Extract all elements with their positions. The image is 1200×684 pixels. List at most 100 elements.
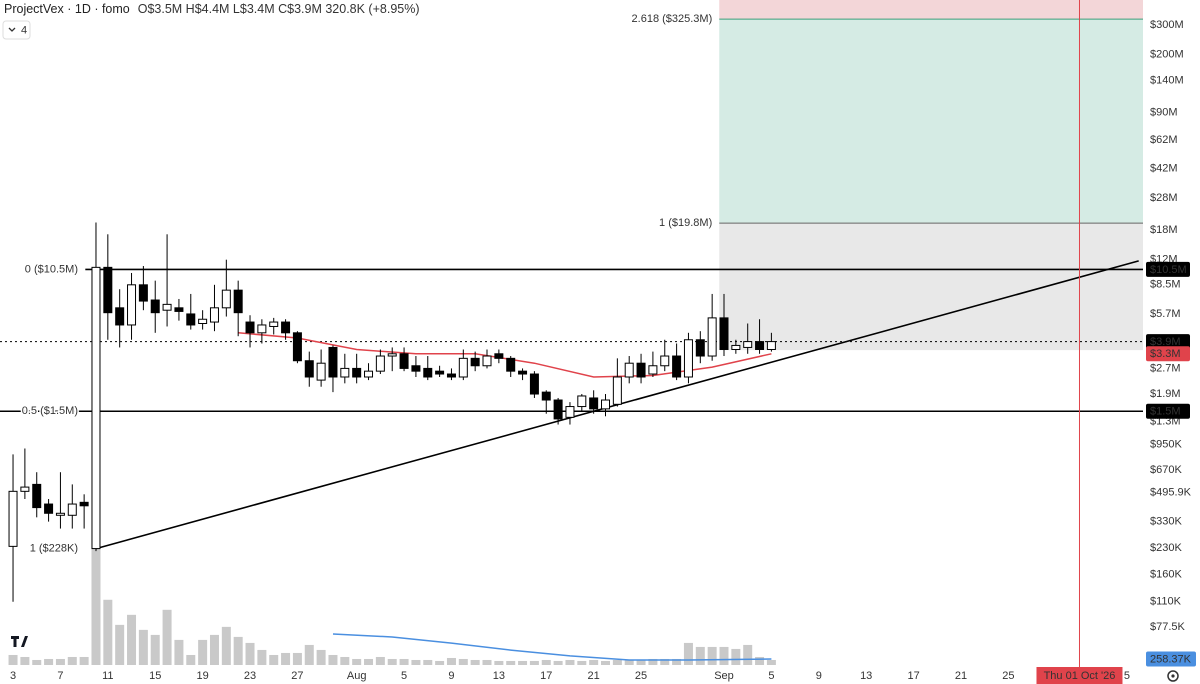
x-tick-label: 13 bbox=[493, 670, 505, 682]
volume-bar bbox=[245, 642, 255, 665]
candle-body bbox=[529, 373, 539, 395]
y-tick-label: $200M bbox=[1150, 49, 1184, 61]
volume-bar bbox=[624, 659, 634, 665]
price-tag: $495.9K bbox=[1150, 486, 1192, 498]
volume-bar bbox=[67, 656, 77, 665]
x-tick-label: 5 bbox=[768, 670, 774, 682]
candle-body bbox=[103, 266, 113, 314]
x-tick-label: 27 bbox=[291, 670, 303, 682]
candle-body bbox=[281, 321, 291, 334]
candle-body bbox=[79, 501, 89, 507]
candle-body bbox=[553, 399, 563, 420]
x-tick-label: 25 bbox=[635, 670, 647, 682]
volume-bar bbox=[719, 646, 729, 665]
volume-bar bbox=[577, 660, 587, 665]
volume-bar bbox=[601, 660, 611, 665]
fib-label: 1 ($19.8M) bbox=[659, 217, 712, 229]
candle-body bbox=[245, 321, 255, 334]
candle-body bbox=[20, 486, 30, 492]
volume-bar bbox=[612, 659, 622, 665]
y-tick-label: $90M bbox=[1150, 107, 1178, 119]
x-tick-label: 3 bbox=[10, 670, 16, 682]
volume-bar bbox=[375, 656, 385, 665]
indicator-toggle[interactable]: 4 bbox=[2, 20, 31, 40]
volume-bar bbox=[127, 614, 137, 665]
y-tick-label: $8.5M bbox=[1150, 279, 1181, 291]
candle-body bbox=[269, 321, 279, 327]
volume-bar bbox=[636, 659, 646, 665]
volume-bar bbox=[423, 659, 433, 665]
volume-bar bbox=[233, 636, 243, 665]
volume-bar bbox=[292, 652, 302, 665]
y-tick-label: $42M bbox=[1150, 162, 1178, 174]
volume-bar bbox=[553, 660, 563, 665]
candle-body bbox=[67, 503, 77, 516]
candle-body bbox=[458, 357, 468, 378]
y-tick-label: $77.5K bbox=[1150, 621, 1186, 633]
x-tick-label: 13 bbox=[860, 670, 872, 682]
volume-bar bbox=[115, 624, 125, 665]
candle-body bbox=[138, 284, 148, 302]
candle-body bbox=[731, 344, 741, 350]
volume-bar bbox=[221, 626, 231, 665]
fib-label: 0.5 ($1.5M) bbox=[22, 405, 78, 417]
volume-bar bbox=[316, 649, 326, 665]
candle-body bbox=[352, 367, 362, 378]
candle-body bbox=[518, 370, 528, 375]
volume-bar bbox=[755, 656, 765, 665]
volume-bar bbox=[529, 660, 539, 665]
candle-body bbox=[127, 284, 137, 326]
candle-body bbox=[221, 289, 231, 309]
candle-body bbox=[648, 365, 658, 375]
volume-bar bbox=[340, 656, 350, 665]
candle-body bbox=[174, 307, 184, 312]
candle-body bbox=[435, 370, 445, 375]
volume-bar bbox=[328, 654, 338, 665]
x-tick-label: 5 bbox=[401, 670, 407, 682]
indicator-box[interactable] bbox=[2, 20, 31, 40]
candle-body bbox=[399, 353, 409, 369]
candle-body bbox=[209, 307, 219, 323]
volume-bar bbox=[32, 659, 42, 665]
candle-body bbox=[577, 395, 587, 408]
price-tag-bg bbox=[1146, 346, 1190, 362]
fib-zone bbox=[719, 19, 1143, 224]
moving-average bbox=[238, 332, 772, 378]
volume-bar bbox=[103, 599, 113, 665]
settings-icon[interactable] bbox=[1167, 670, 1179, 682]
y-tick-label: $160K bbox=[1150, 568, 1182, 580]
candle-body bbox=[364, 370, 374, 378]
volume-bar bbox=[44, 658, 54, 665]
volume-bar bbox=[174, 639, 184, 665]
volume-bar bbox=[186, 654, 196, 665]
candle-body bbox=[719, 317, 729, 350]
candle-body bbox=[233, 289, 243, 314]
volume-bar bbox=[387, 658, 397, 665]
volume-bar bbox=[79, 656, 89, 665]
candle-body bbox=[257, 324, 267, 334]
volume-bar bbox=[743, 644, 753, 665]
volume-bar bbox=[55, 658, 65, 665]
candle-body bbox=[494, 353, 504, 359]
volume-bar bbox=[138, 629, 148, 665]
y-tick-label: $230K bbox=[1150, 542, 1182, 554]
fib-label: 1 ($228K) bbox=[30, 542, 78, 554]
settings[interactable] bbox=[1167, 670, 1179, 682]
price-axis bbox=[1143, 0, 1200, 668]
candle-body bbox=[328, 346, 338, 378]
candle-body bbox=[683, 339, 693, 378]
volume-bar bbox=[150, 634, 160, 665]
logo bbox=[6, 630, 32, 652]
volume-bar bbox=[648, 658, 658, 665]
candle-body bbox=[672, 355, 682, 378]
candle-body bbox=[55, 512, 65, 516]
fib-zone bbox=[719, 0, 1143, 20]
volume-bar bbox=[198, 639, 208, 665]
volume-bar bbox=[518, 660, 528, 665]
candle-body bbox=[636, 362, 646, 378]
candle-body bbox=[755, 341, 765, 350]
candle-body bbox=[32, 483, 42, 509]
price-tag: $10.5M bbox=[1150, 264, 1187, 276]
